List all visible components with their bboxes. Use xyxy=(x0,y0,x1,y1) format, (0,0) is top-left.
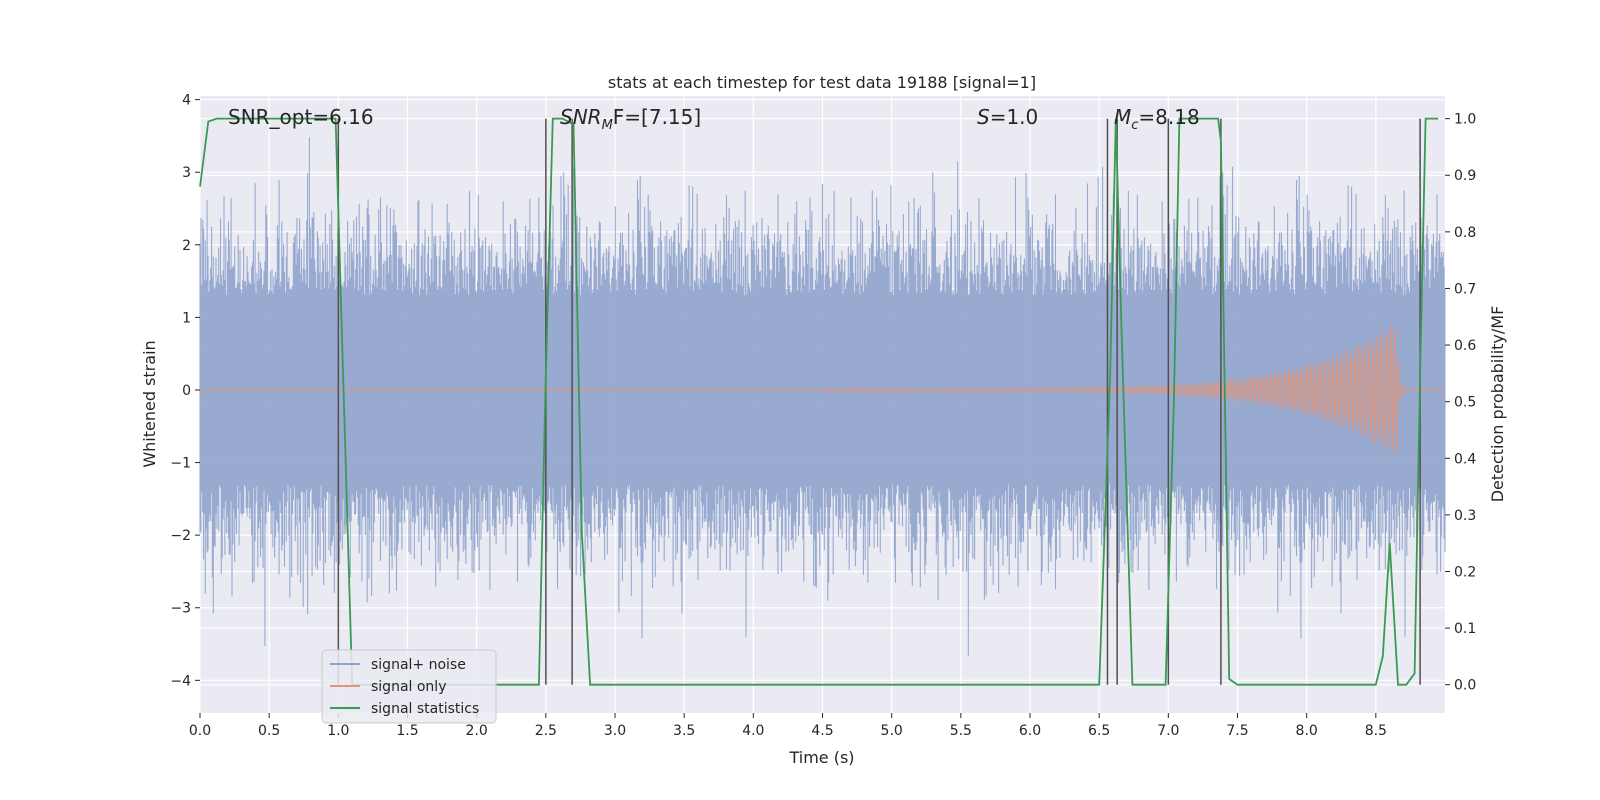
y-tick-label: 0 xyxy=(182,383,191,399)
y2-tick-label: 0.0 xyxy=(1454,678,1476,694)
y2-tick-label: 0.6 xyxy=(1454,338,1476,354)
y-tick-label: 2 xyxy=(182,238,191,254)
legend-box xyxy=(321,649,497,724)
y2-tick-label: 0.3 xyxy=(1454,508,1476,524)
x-tick-label: 6.0 xyxy=(1019,723,1041,739)
annotations: SNR_opt=6.16 SNRMF=[7.15] S=1.0 Mc=8.18 xyxy=(228,105,1200,133)
y-tick-label: 4 xyxy=(182,93,191,109)
y-tick-label: 1 xyxy=(182,310,191,326)
y2-tick-label: 0.9 xyxy=(1454,168,1476,184)
legend: signal+ noise signal only signal statist… xyxy=(321,649,497,724)
x-tick-label: 8.0 xyxy=(1296,723,1318,739)
x-tick-label: 5.0 xyxy=(881,723,903,739)
signal-trace xyxy=(199,324,1445,455)
x-tick-label: 4.5 xyxy=(811,723,833,739)
x-tick-label: 4.0 xyxy=(742,723,764,739)
y2-axis-label: Detection probability/MF xyxy=(1488,306,1507,503)
x-tick-label: 2.0 xyxy=(466,723,488,739)
x-axis-label: Time (s) xyxy=(788,748,854,767)
x-tick-label: 3.5 xyxy=(673,723,695,739)
y-tick-label: −3 xyxy=(170,601,191,617)
x-tick-label: 2.5 xyxy=(535,723,557,739)
x-tick-label: 8.5 xyxy=(1365,723,1387,739)
y-tick-label: 3 xyxy=(182,165,191,181)
y2-tick-label: 0.1 xyxy=(1454,621,1476,637)
x-tick-label: 0.5 xyxy=(258,723,280,739)
y2-axis-ticks: 0.0 0.1 0.2 0.3 0.4 0.5 0.6 0.7 0.8 0.9 1.0 xyxy=(1445,112,1476,694)
annotation-snr-mf: SNRMF=[7.15] xyxy=(560,105,701,133)
chart-title: stats at each timestep for test data 191… xyxy=(608,73,1036,92)
y-axis-ticks: −4 −3 −2 −1 0 1 2 3 4 xyxy=(170,93,200,689)
x-tick-label: 1.0 xyxy=(327,723,349,739)
x-tick-label: 3.0 xyxy=(604,723,626,739)
y2-tick-label: 0.7 xyxy=(1454,281,1476,297)
x-tick-label: 7.0 xyxy=(1157,723,1179,739)
signal-only-series xyxy=(199,324,1445,455)
annotation-snr-opt: SNR_opt=6.16 xyxy=(228,105,374,129)
y2-tick-label: 0.2 xyxy=(1454,564,1476,580)
annotation-chirp-mass: Mc=8.18 xyxy=(1114,105,1200,133)
x-tick-label: 0.0 xyxy=(189,723,211,739)
x-tick-label: 7.5 xyxy=(1226,723,1248,739)
y2-tick-label: 0.8 xyxy=(1454,225,1476,241)
y-axis-label: Whitened strain xyxy=(140,340,159,467)
x-axis-ticks: 0.0 0.5 1.0 1.5 2.0 2.5 3.0 3.5 4.0 4.5 5.0 5.5 6.0 6… xyxy=(189,713,1387,739)
x-tick-label: 5.5 xyxy=(950,723,972,739)
x-tick-label: 1.5 xyxy=(396,723,418,739)
y-tick-label: −4 xyxy=(170,673,191,689)
y2-tick-label: 0.4 xyxy=(1454,451,1476,467)
y-tick-label: −2 xyxy=(170,528,191,544)
y2-tick-label: 0.5 xyxy=(1454,395,1476,411)
x-tick-label: 6.5 xyxy=(1088,723,1110,739)
legend-label-signal: signal only xyxy=(371,679,446,695)
legend-label-stats: signal statistics xyxy=(371,701,479,717)
legend-label-noise: signal+ noise xyxy=(371,657,466,673)
annotation-s: S=1.0 xyxy=(977,105,1038,129)
y2-tick-label: 1.0 xyxy=(1454,112,1476,128)
y-tick-label: −1 xyxy=(170,456,191,472)
